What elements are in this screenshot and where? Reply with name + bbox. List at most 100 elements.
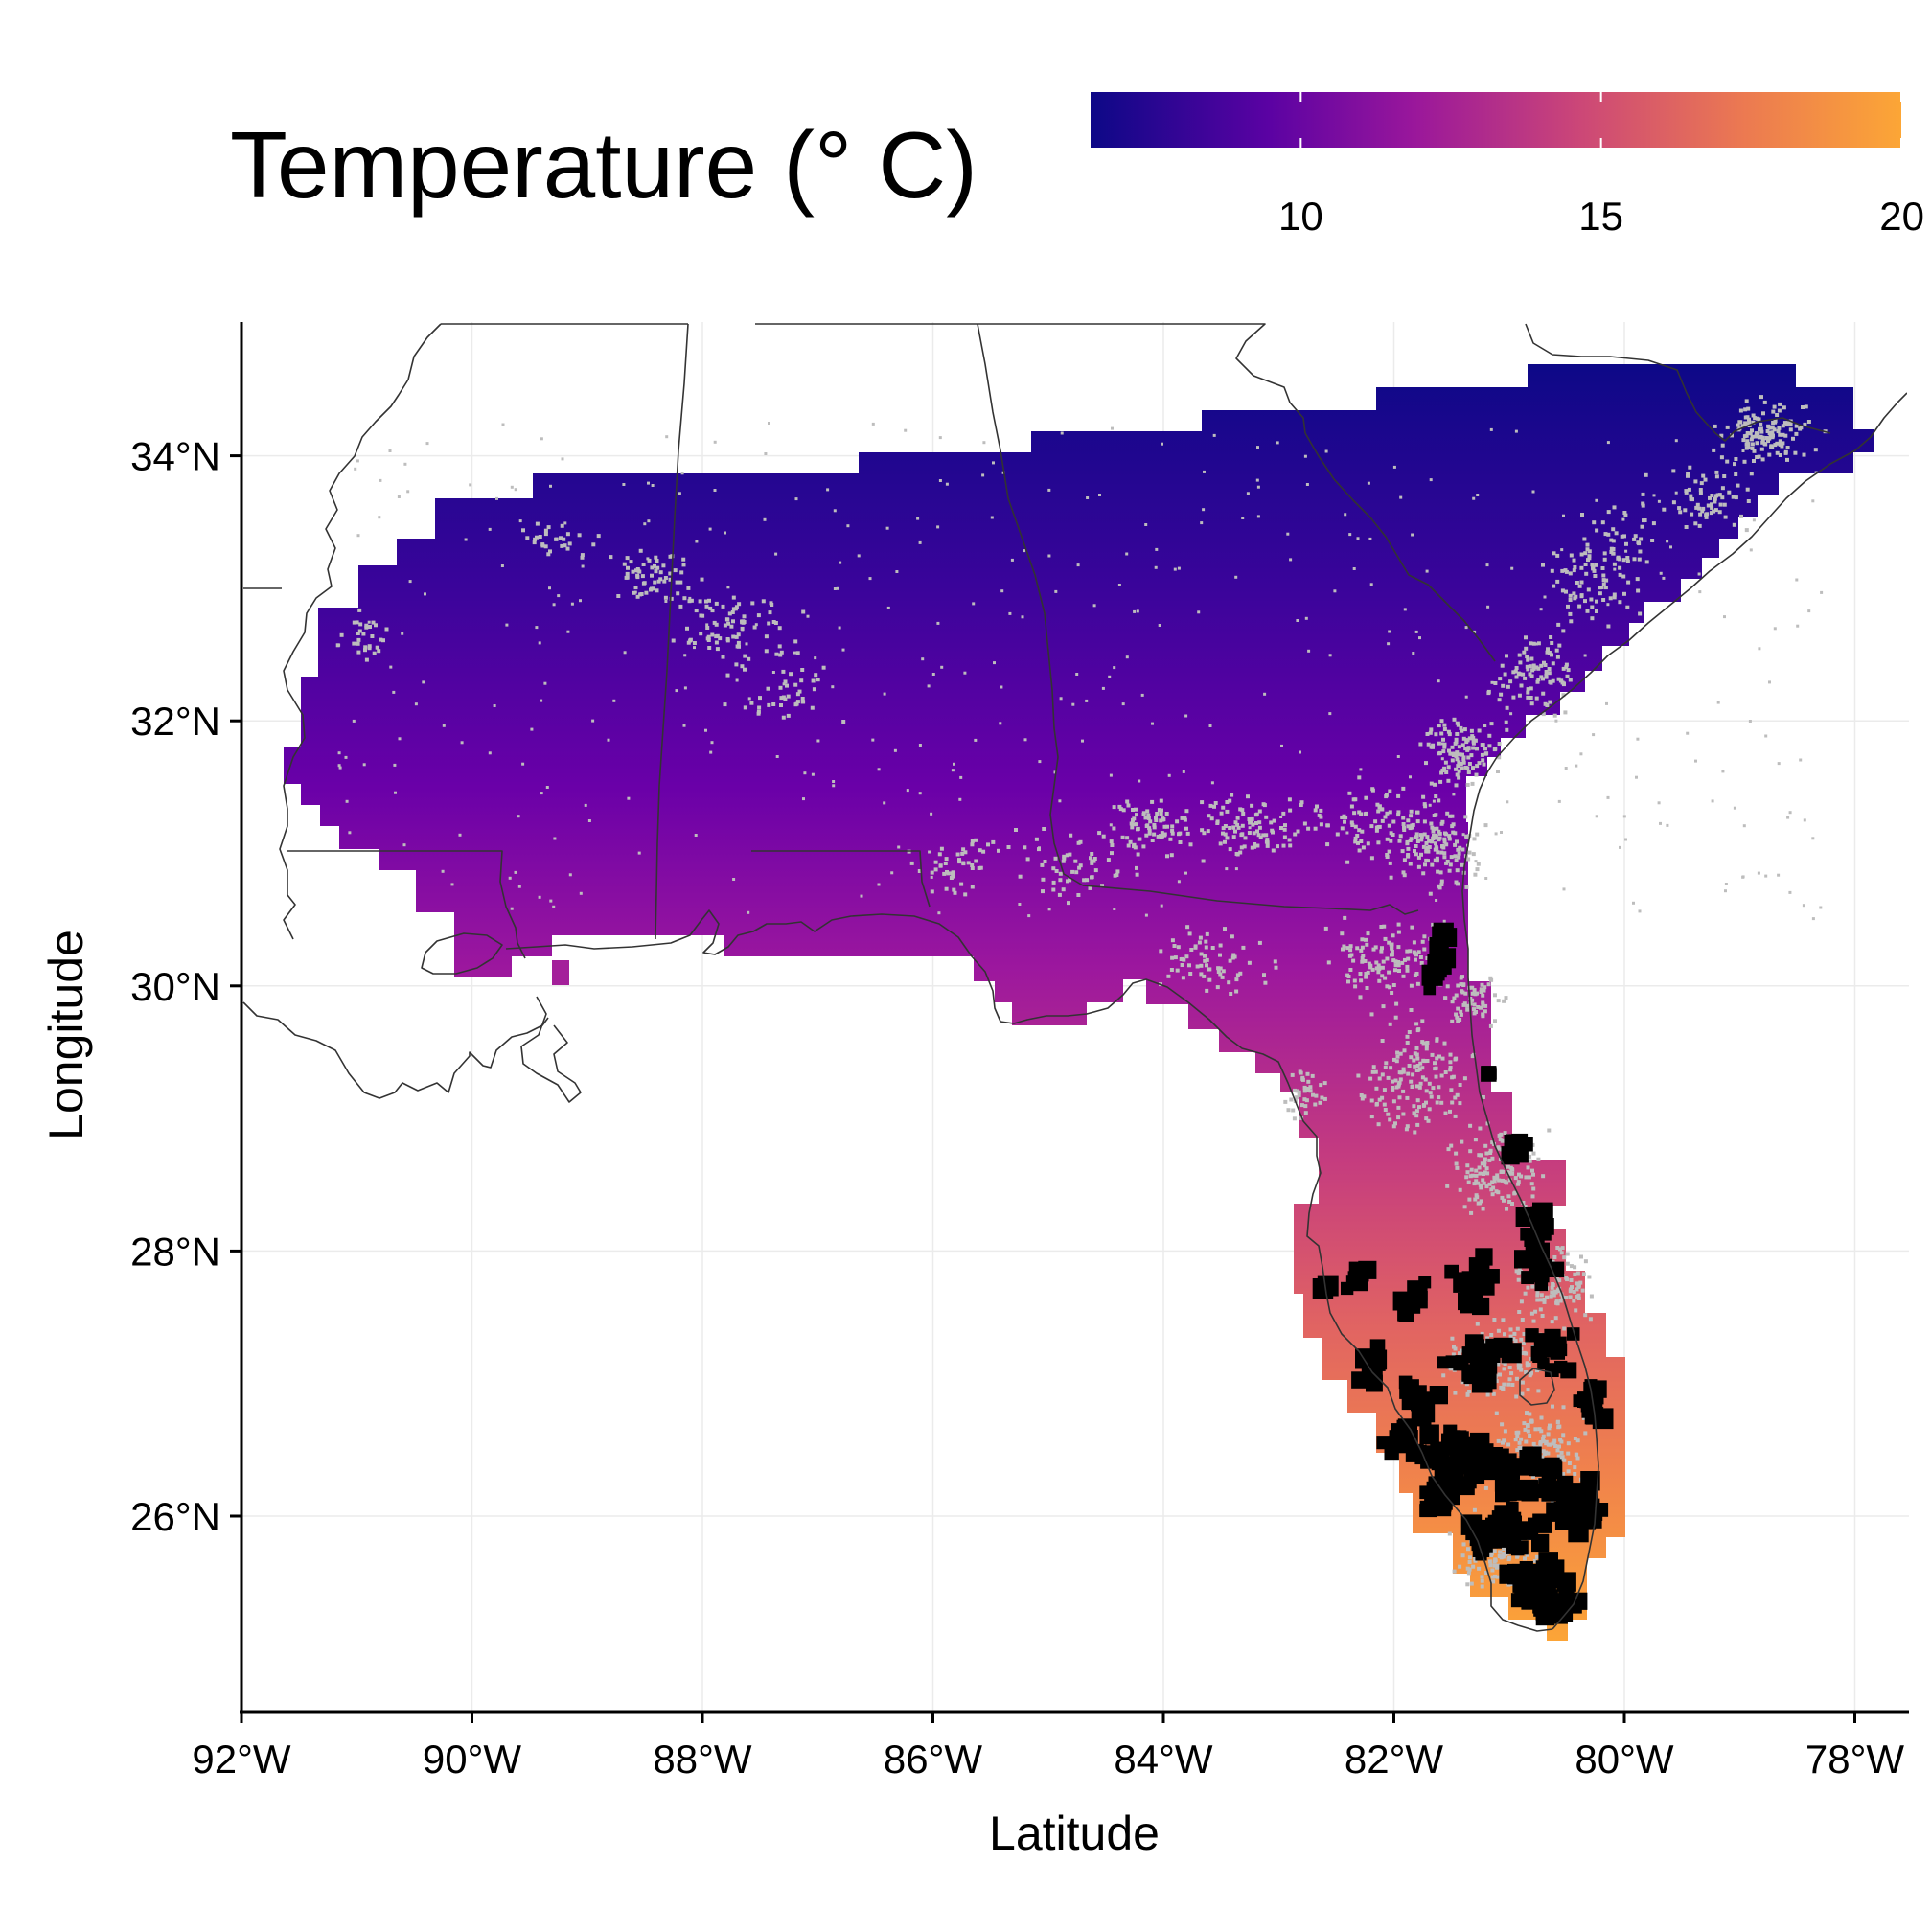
gray-point xyxy=(1365,986,1369,990)
gray-point xyxy=(1576,1438,1580,1443)
gray-point xyxy=(1550,653,1553,657)
gray-point xyxy=(337,751,341,755)
gray-point xyxy=(1405,968,1410,973)
black-point xyxy=(1434,926,1450,942)
gray-point xyxy=(1517,1440,1522,1445)
gray-point xyxy=(699,632,703,636)
gray-point xyxy=(794,497,798,501)
gray-point xyxy=(1500,831,1503,834)
gray-point xyxy=(1560,1246,1565,1251)
gray-point xyxy=(740,619,743,623)
gray-point xyxy=(1750,428,1754,433)
gray-point xyxy=(368,625,372,629)
gray-point xyxy=(1468,1123,1473,1128)
gray-point xyxy=(356,534,360,538)
gray-point xyxy=(1227,980,1231,985)
gray-point xyxy=(1200,521,1204,525)
gray-point xyxy=(1529,696,1533,700)
black-point xyxy=(1467,1436,1484,1452)
gray-point xyxy=(1221,805,1226,810)
gray-point xyxy=(1136,610,1139,613)
gray-point xyxy=(1106,858,1111,862)
gray-point xyxy=(1125,799,1130,804)
gray-point xyxy=(1612,505,1617,510)
gray-point xyxy=(1466,1180,1471,1184)
gray-point xyxy=(1014,828,1018,832)
gray-point xyxy=(1311,1092,1315,1097)
gray-point xyxy=(945,482,949,486)
gray-point xyxy=(357,629,362,633)
gray-point xyxy=(1507,1178,1512,1183)
gray-point xyxy=(1539,1429,1544,1434)
gray-point xyxy=(1472,988,1477,993)
gray-point xyxy=(1053,856,1058,861)
gray-point xyxy=(1472,496,1476,500)
gray-point xyxy=(1208,724,1212,727)
gray-point xyxy=(1547,1426,1552,1431)
gray-point xyxy=(543,532,548,537)
gray-point xyxy=(1154,818,1159,822)
gray-point xyxy=(1401,870,1406,875)
black-point xyxy=(1566,1327,1580,1341)
gray-point xyxy=(1443,760,1448,765)
gray-point xyxy=(1776,429,1781,434)
gray-point xyxy=(1600,566,1605,570)
gray-point xyxy=(1360,1096,1365,1101)
gray-point xyxy=(1506,1582,1511,1587)
y-tick-label: 34°N xyxy=(130,434,220,479)
gray-point xyxy=(363,648,367,653)
gray-point xyxy=(1457,769,1461,773)
gray-point xyxy=(1489,1553,1494,1557)
gray-point xyxy=(1435,1056,1439,1061)
gray-point xyxy=(1418,636,1421,640)
gray-point xyxy=(1246,492,1250,495)
gray-point xyxy=(1396,813,1401,817)
gray-point xyxy=(354,467,357,471)
gray-point xyxy=(1569,553,1574,558)
gray-point xyxy=(1573,1272,1577,1276)
gray-point xyxy=(1706,503,1711,508)
gray-point xyxy=(441,869,445,873)
gray-point xyxy=(1447,834,1452,839)
gray-point xyxy=(1777,426,1782,430)
gray-point xyxy=(1537,1427,1542,1432)
gray-point xyxy=(1230,793,1234,797)
gray-point xyxy=(1257,940,1262,945)
gray-point xyxy=(1744,442,1749,447)
gray-point xyxy=(1595,599,1598,604)
gray-point xyxy=(1325,823,1330,828)
gray-point xyxy=(710,609,715,613)
gray-point xyxy=(1505,1207,1508,1211)
gray-point xyxy=(1472,1182,1477,1186)
gray-point xyxy=(505,623,509,627)
gray-point xyxy=(794,639,798,644)
gray-point xyxy=(1525,664,1530,669)
gray-point xyxy=(1521,1201,1526,1205)
gray-point xyxy=(1225,867,1229,871)
gray-point xyxy=(1527,1175,1531,1180)
gray-point xyxy=(1550,641,1554,645)
gray-point xyxy=(1481,1002,1485,1007)
black-point xyxy=(1514,1250,1533,1269)
gray-point xyxy=(1428,891,1433,896)
gray-point xyxy=(1460,728,1464,733)
gray-point xyxy=(1720,495,1725,500)
gray-point xyxy=(1543,702,1548,706)
gray-point xyxy=(1454,783,1459,788)
gray-point xyxy=(1765,429,1770,433)
gray-point xyxy=(1439,770,1444,775)
gray-point xyxy=(767,702,771,707)
gray-point xyxy=(1517,1267,1522,1272)
gray-point xyxy=(800,697,805,701)
gray-point xyxy=(1461,833,1465,837)
gray-point xyxy=(763,518,767,521)
gray-point xyxy=(552,603,556,607)
gray-point xyxy=(1698,512,1703,517)
gray-point xyxy=(1352,811,1357,816)
gray-point xyxy=(1314,1093,1319,1098)
gray-point xyxy=(1390,949,1394,954)
gray-point xyxy=(1587,554,1592,559)
gray-point xyxy=(1184,809,1189,814)
gray-point xyxy=(543,544,548,549)
gray-point xyxy=(1271,830,1275,835)
